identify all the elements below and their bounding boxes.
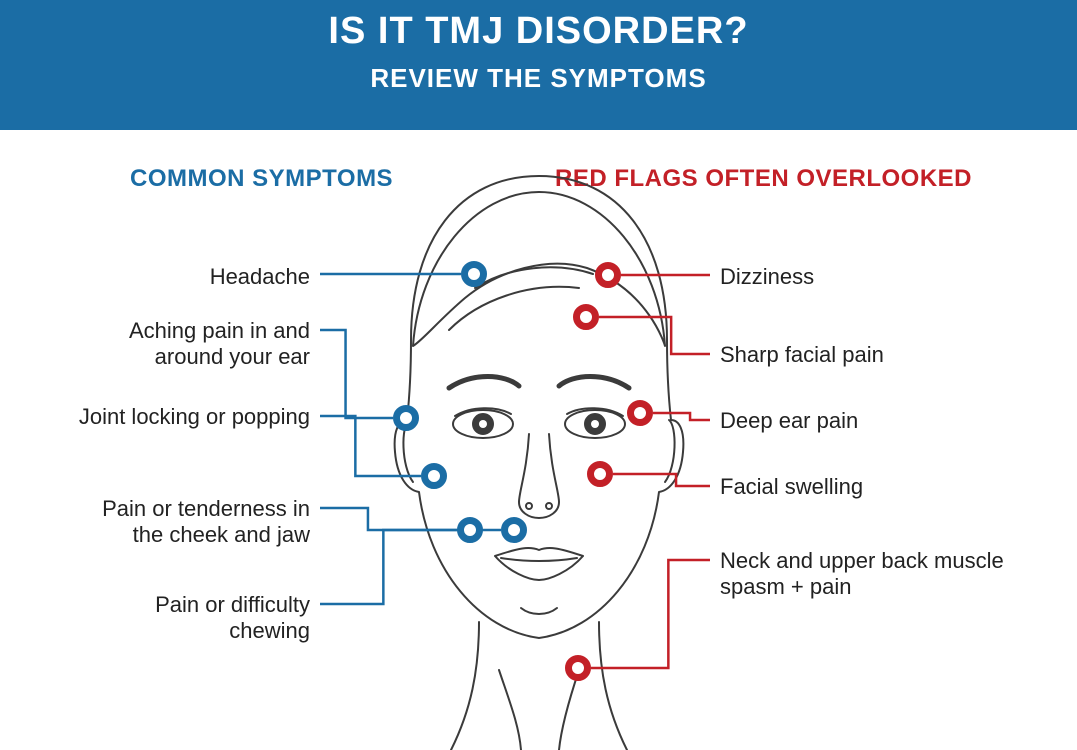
infographic-page: IS IT TMJ DISORDER? REVIEW THE SYMPTOMS … xyxy=(0,0,1077,750)
symptom-label-chewing: Pain or difficulty chewing xyxy=(70,592,310,645)
symptom-label-cheekjaw: Pain or tenderness in the cheek and jaw xyxy=(70,496,310,549)
redflag-label-neck: Neck and upper back muscle spasm + pain xyxy=(720,548,1020,601)
redflag-label-sharpfacial: Sharp facial pain xyxy=(720,342,1020,368)
redflag-marker-facialswelling xyxy=(587,461,613,487)
redflag-label-facialswelling: Facial swelling xyxy=(720,474,1020,500)
subtitle: REVIEW THE SYMPTOMS xyxy=(0,63,1077,94)
main-title: IS IT TMJ DISORDER? xyxy=(0,10,1077,53)
symptom-label-headache: Headache xyxy=(70,264,310,290)
redflag-label-deepear: Deep ear pain xyxy=(720,408,1020,434)
common-marker-joint xyxy=(421,463,447,489)
redflag-marker-dizziness xyxy=(595,262,621,288)
common-marker-headache xyxy=(461,261,487,287)
common-marker-cheekjaw xyxy=(457,517,483,543)
left-column-title: COMMON SYMPTOMS xyxy=(130,165,393,193)
symptom-label-joint: Joint locking or popping xyxy=(70,404,310,430)
diagram-body: COMMON SYMPTOMS RED FLAGS OFTEN OVERLOOK… xyxy=(0,130,1077,750)
header-banner: IS IT TMJ DISORDER? REVIEW THE SYMPTOMS xyxy=(0,0,1077,130)
redflag-marker-neck xyxy=(565,655,591,681)
common-marker-ear xyxy=(393,405,419,431)
redflag-marker-deepear xyxy=(627,400,653,426)
redflag-label-dizziness: Dizziness xyxy=(720,264,1020,290)
face-illustration xyxy=(379,170,699,750)
symptom-label-ear: Aching pain in and around your ear xyxy=(70,318,310,371)
redflag-marker-sharpfacial xyxy=(573,304,599,330)
common-marker-chewing xyxy=(501,517,527,543)
